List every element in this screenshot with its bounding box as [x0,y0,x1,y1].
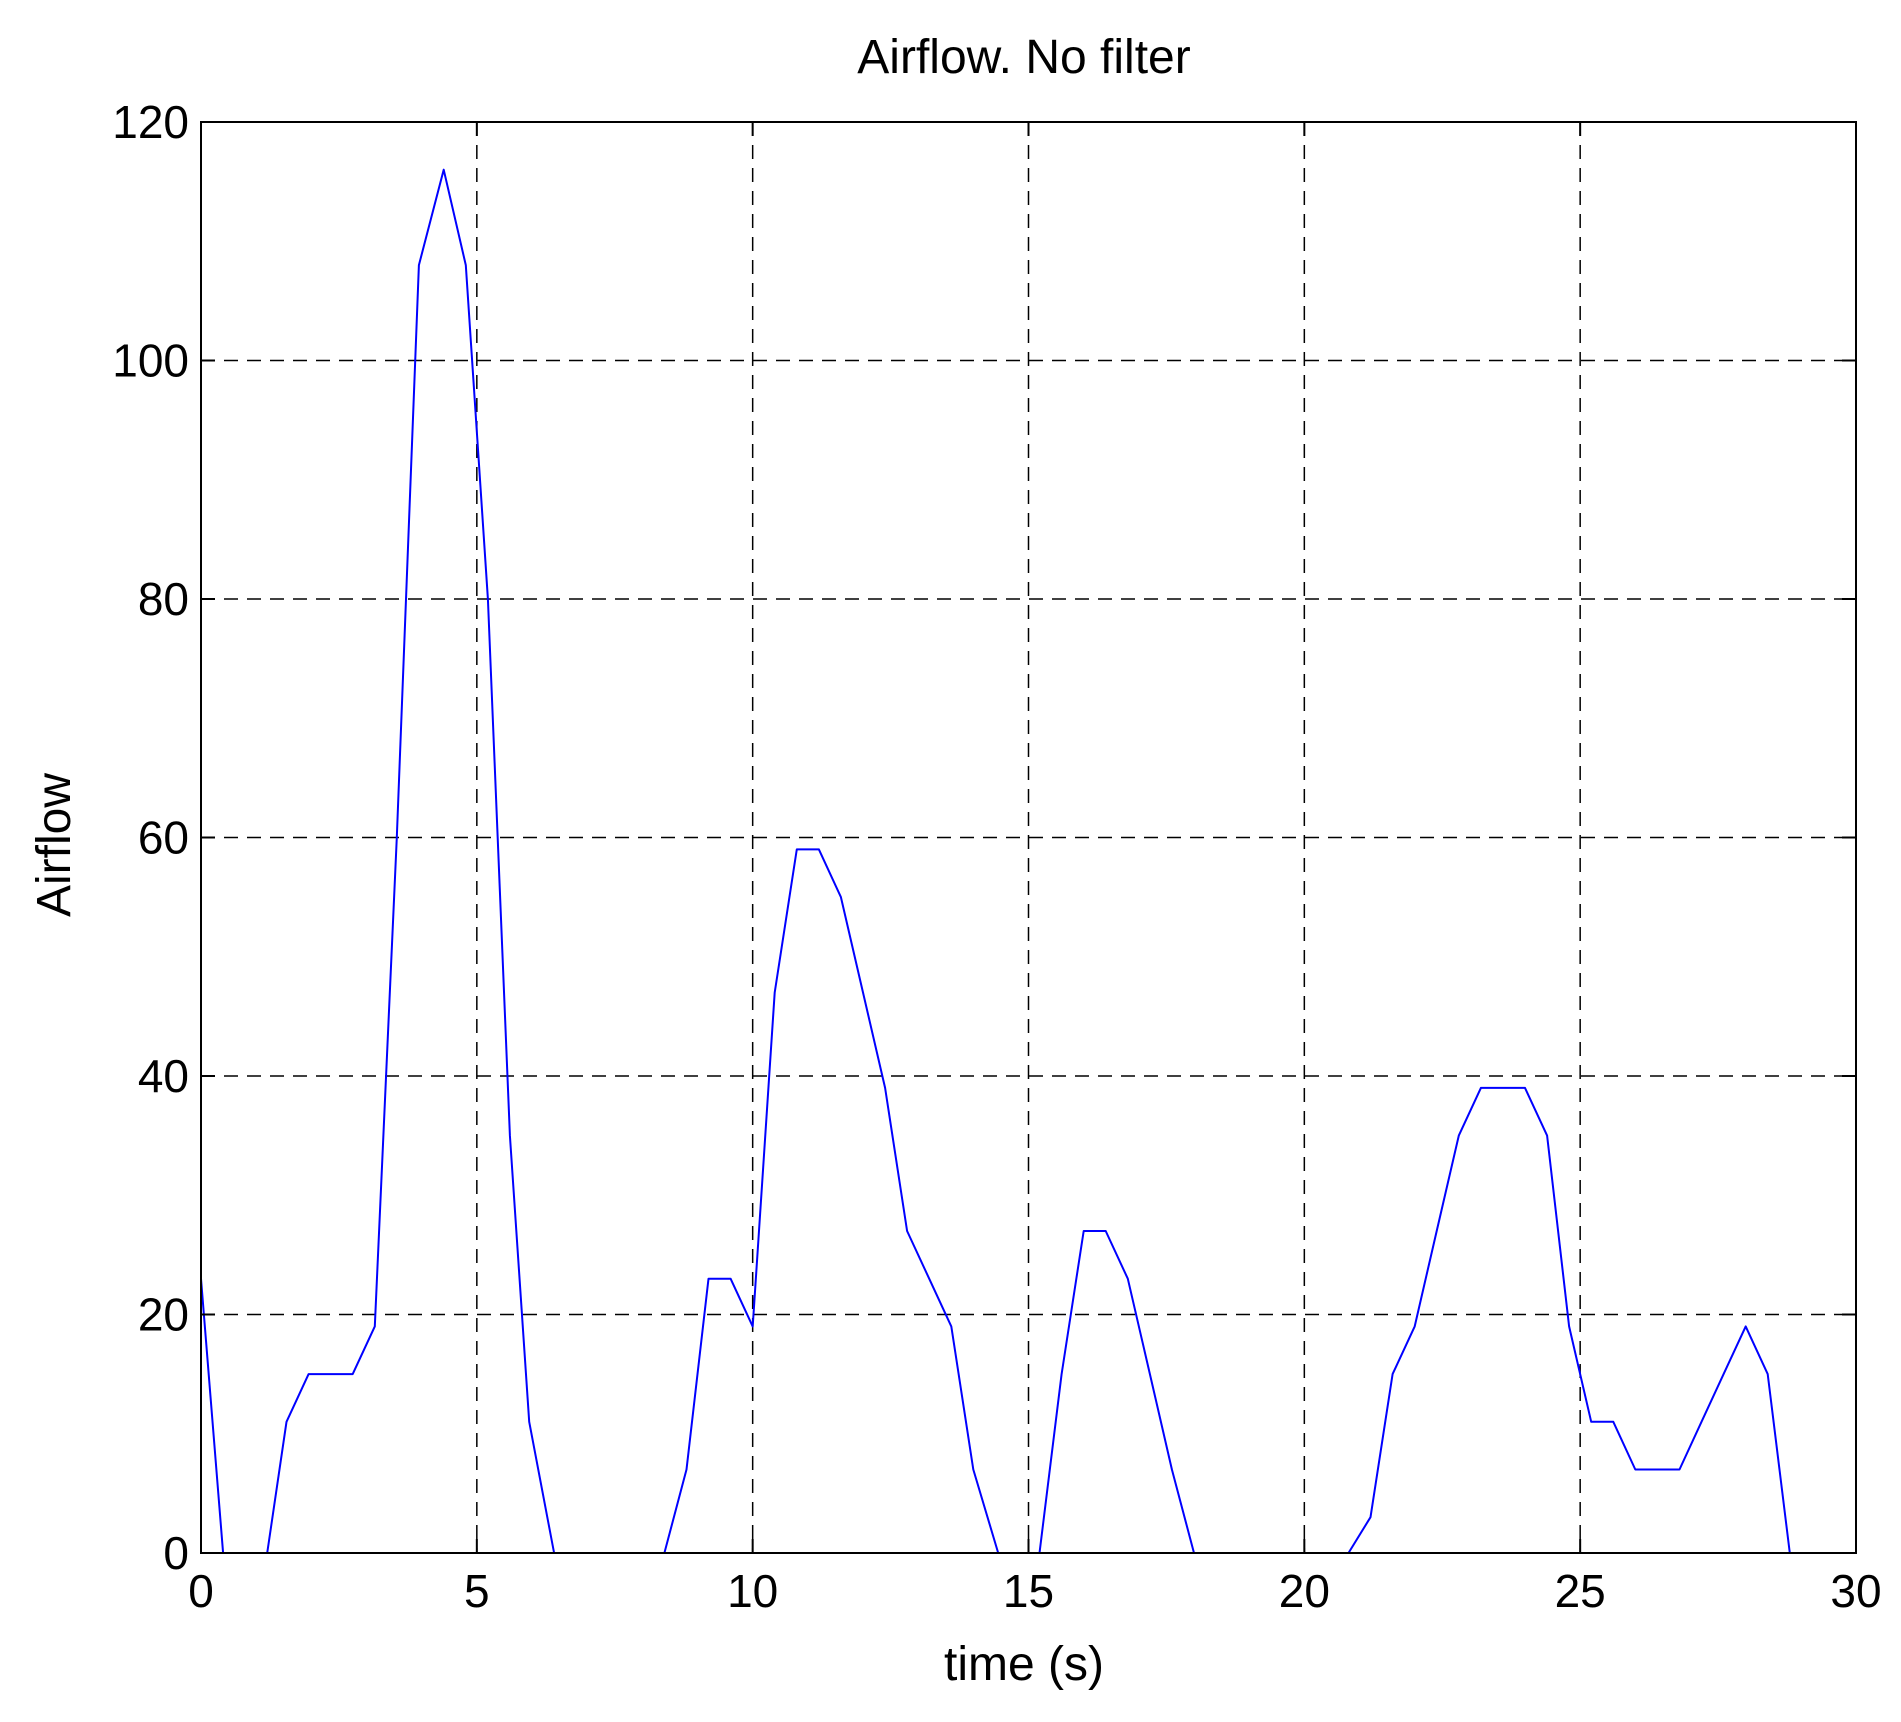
y-tick-label: 100 [112,335,189,387]
x-tick-label: 10 [727,1565,778,1617]
x-tick-label: 15 [1003,1565,1054,1617]
chart-title: Airflow. No filter [857,31,1190,84]
x-tick-label: 20 [1279,1565,1330,1617]
y-axis-label: Airflow [28,773,81,917]
y-tick-label: 80 [138,573,189,625]
y-tick-label: 0 [163,1527,189,1579]
x-tick-label: 30 [1830,1565,1881,1617]
ticks: 0 5 10 15 20 25 30 0 20 40 60 80 100 120 [112,96,1881,1617]
grid [201,122,1856,1553]
x-tick-label: 5 [464,1565,490,1617]
y-tick-label: 20 [138,1289,189,1341]
x-axis-label: time (s) [944,1638,1104,1691]
x-tick-label: 25 [1555,1565,1606,1617]
y-tick-label: 60 [138,812,189,864]
y-tick-label: 120 [112,96,189,148]
y-tick-label: 40 [138,1050,189,1102]
x-tick-label: 0 [188,1565,214,1617]
